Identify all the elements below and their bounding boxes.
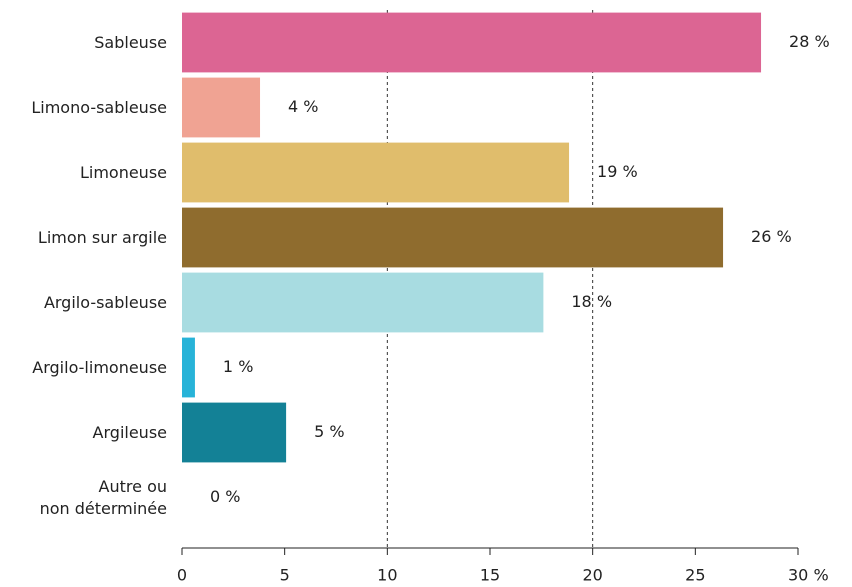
category-label: Limon sur argile bbox=[37, 227, 167, 247]
bar bbox=[182, 402, 287, 463]
x-tick-label: 10 bbox=[377, 566, 397, 585]
x-tick-label: 0 bbox=[177, 566, 187, 585]
bar bbox=[182, 77, 261, 138]
value-label: 19 % bbox=[597, 162, 638, 181]
value-label: 4 % bbox=[288, 97, 318, 116]
x-tick-label: 15 bbox=[480, 566, 500, 585]
value-label: 1 % bbox=[223, 357, 253, 376]
category-label: Sableuse bbox=[94, 32, 167, 52]
category-label: Argilo-sableuse bbox=[43, 292, 167, 312]
bar bbox=[182, 142, 570, 203]
x-tick-label: 20 bbox=[582, 566, 602, 585]
x-tick-label: 25 bbox=[685, 566, 705, 585]
x-tick-label: 30 % bbox=[788, 566, 829, 585]
x-tick-label: 5 bbox=[280, 566, 290, 585]
value-label: 28 % bbox=[789, 32, 830, 51]
value-label: 5 % bbox=[314, 422, 344, 441]
bar bbox=[182, 207, 724, 268]
bar bbox=[182, 12, 762, 73]
value-label: 0 % bbox=[210, 487, 240, 506]
category-label: Argilo-limoneuse bbox=[32, 357, 167, 377]
category-label: Limono-sableuse bbox=[31, 97, 167, 117]
category-label: Autre ou non déterminée bbox=[39, 476, 167, 518]
value-label: 26 % bbox=[751, 227, 792, 246]
category-label: Limoneuse bbox=[79, 162, 167, 182]
bar bbox=[182, 337, 195, 398]
category-label: Argileuse bbox=[92, 422, 167, 442]
value-label: 18 % bbox=[571, 292, 612, 311]
bar bbox=[182, 272, 544, 333]
